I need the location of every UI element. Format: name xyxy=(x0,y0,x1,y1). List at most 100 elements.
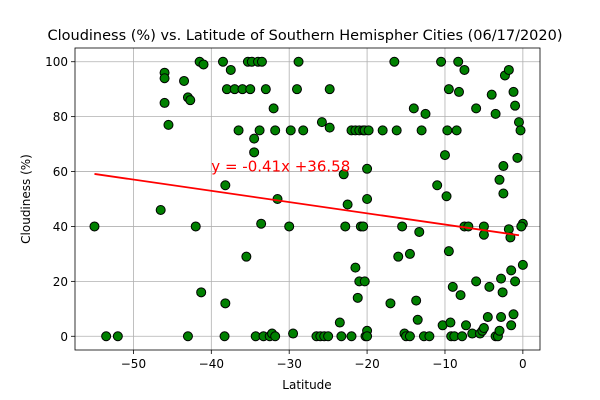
data-point xyxy=(220,180,231,191)
data-point xyxy=(182,331,193,342)
data-point xyxy=(225,64,236,75)
data-point xyxy=(217,56,228,67)
data-point xyxy=(441,191,452,202)
data-point xyxy=(496,273,507,284)
data-point xyxy=(516,221,527,232)
data-point xyxy=(249,133,260,144)
x-tick-label: −20 xyxy=(354,357,379,371)
data-point xyxy=(443,84,454,95)
data-point xyxy=(393,251,404,262)
data-point xyxy=(358,221,369,232)
regression-line-group xyxy=(94,173,520,237)
data-point xyxy=(443,246,454,257)
data-point xyxy=(101,331,112,342)
data-point xyxy=(391,125,402,136)
data-point xyxy=(179,75,190,86)
data-point xyxy=(512,152,523,163)
data-point xyxy=(498,188,509,199)
data-point xyxy=(196,287,207,298)
x-tick-label: −10 xyxy=(432,357,457,371)
data-point xyxy=(324,84,335,95)
data-point xyxy=(478,323,489,334)
data-point xyxy=(334,317,345,328)
data-point xyxy=(451,125,462,136)
data-point xyxy=(461,320,472,331)
data-point xyxy=(411,295,422,306)
data-point xyxy=(442,125,453,136)
data-point xyxy=(362,163,373,174)
data-point xyxy=(245,84,256,95)
data-point xyxy=(471,276,482,287)
y-tick-label: 60 xyxy=(53,165,68,179)
data-point xyxy=(506,265,517,276)
data-point xyxy=(293,56,304,67)
data-point xyxy=(362,194,373,204)
data-point xyxy=(352,292,363,303)
data-points xyxy=(89,56,528,342)
data-point xyxy=(324,122,335,133)
data-point xyxy=(285,125,296,136)
data-point xyxy=(256,56,267,67)
data-point xyxy=(471,103,482,114)
data-point xyxy=(268,103,279,114)
data-point xyxy=(288,328,299,339)
y-tick-label: 80 xyxy=(53,110,68,124)
data-point xyxy=(490,108,501,119)
data-point xyxy=(453,86,464,97)
data-point xyxy=(482,312,493,323)
data-point xyxy=(494,174,505,185)
x-tick-label: −30 xyxy=(277,357,302,371)
data-point xyxy=(457,331,468,342)
data-point xyxy=(316,117,327,128)
data-point xyxy=(220,298,231,309)
data-point xyxy=(359,276,370,287)
data-point xyxy=(486,89,497,100)
data-point xyxy=(445,317,456,328)
data-point xyxy=(163,119,174,130)
data-point xyxy=(494,325,505,336)
data-point xyxy=(416,125,427,136)
data-point xyxy=(404,248,415,259)
data-point xyxy=(155,204,166,215)
y-tick-label: 40 xyxy=(53,220,68,234)
data-point xyxy=(506,320,517,331)
y-tick-label: 20 xyxy=(53,275,68,289)
y-tick-label: 100 xyxy=(45,55,68,69)
x-tick-label: −40 xyxy=(199,357,224,371)
data-point xyxy=(233,125,244,136)
data-point xyxy=(219,331,230,342)
data-point xyxy=(385,298,396,309)
data-point xyxy=(432,180,443,191)
data-point xyxy=(455,290,466,301)
data-point xyxy=(112,331,123,342)
data-point xyxy=(342,199,353,210)
data-point xyxy=(254,125,265,136)
data-point xyxy=(260,84,271,95)
data-point xyxy=(453,56,464,67)
data-point xyxy=(323,331,334,342)
y-tick-label: 0 xyxy=(60,330,68,344)
data-point xyxy=(298,125,309,136)
data-point xyxy=(198,59,209,70)
data-point xyxy=(363,125,374,136)
x-tick-label: 0 xyxy=(519,357,527,371)
data-point xyxy=(508,309,519,320)
data-point xyxy=(408,103,419,114)
data-point xyxy=(496,312,507,323)
data-point xyxy=(256,218,267,229)
data-point xyxy=(241,251,252,262)
data-point xyxy=(291,84,302,95)
data-point xyxy=(508,86,519,97)
y-axis-label: Cloudiness (%) xyxy=(19,154,33,244)
data-point xyxy=(424,331,435,342)
data-point xyxy=(436,56,447,67)
regression-equation: y = -0.41x +36.58 xyxy=(211,158,350,176)
plot-frame xyxy=(74,47,541,351)
data-point xyxy=(447,281,458,292)
data-point xyxy=(484,281,495,292)
data-point xyxy=(338,169,349,180)
data-point xyxy=(420,108,431,119)
data-point xyxy=(272,194,283,204)
data-point xyxy=(270,125,281,136)
data-point xyxy=(270,331,281,342)
